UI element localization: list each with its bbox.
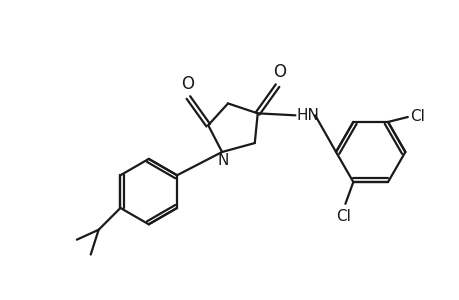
Text: Cl: Cl <box>335 209 350 224</box>
Text: O: O <box>180 74 194 92</box>
Text: Cl: Cl <box>409 110 424 124</box>
Text: O: O <box>273 63 285 81</box>
Text: N: N <box>217 153 228 168</box>
Text: HN: HN <box>296 108 319 123</box>
